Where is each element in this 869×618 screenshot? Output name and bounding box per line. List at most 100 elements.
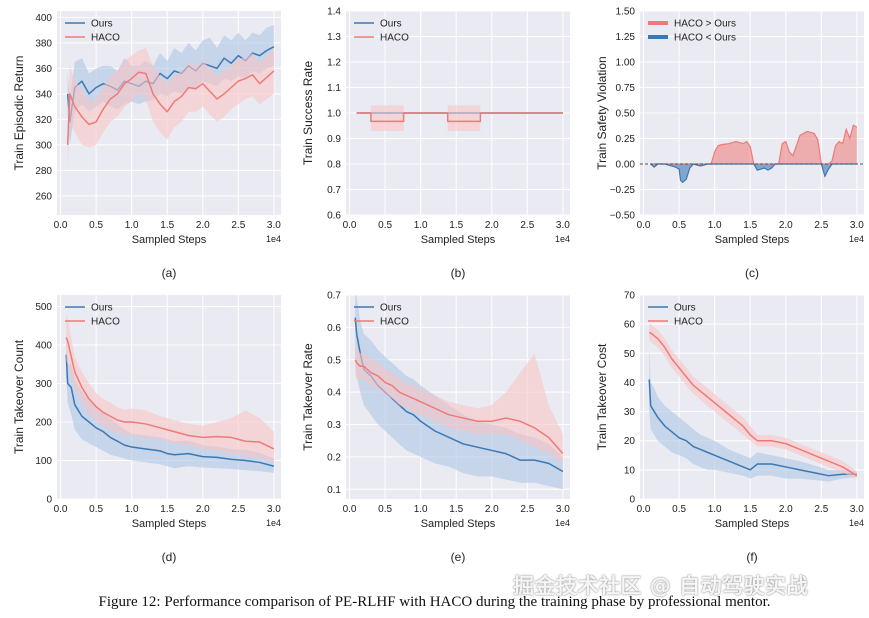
x-tick-label: 0.5: [672, 504, 686, 515]
y-tick-label: 380: [35, 38, 52, 49]
y-tick-label: 280: [35, 166, 52, 177]
x-tick-label: 2.0: [196, 220, 210, 231]
watermark: 掘金技术社区 @ 自动驾驶实战: [513, 574, 809, 598]
series-line-haco: [354, 359, 564, 455]
x-tick-label: 1.0: [125, 504, 139, 515]
x-tick-label: 3.0: [556, 504, 570, 515]
x-multiplier: 1e4: [266, 234, 281, 244]
y-tick-label: 0.00: [616, 160, 636, 171]
legend-entry: HACO < Ours: [674, 33, 736, 44]
panel-e: 0.0 0.5 1.0 1.5 2.0 2.5 3.0 0.1 0.2 0.3 0.4 0.5 0.6 0…: [301, 291, 570, 565]
legend-entry: HACO: [380, 317, 409, 328]
panel-label: (c): [745, 266, 759, 280]
y-tick-label: 340: [35, 89, 52, 100]
series-line-haco: [65, 337, 275, 450]
legend-b: Ours HACO: [354, 19, 409, 44]
x-tick-label: 2.5: [520, 220, 534, 231]
x-axis-label: Sampled Steps: [715, 234, 790, 246]
x-tick-label: 0.0: [54, 504, 68, 515]
y-tick-label: 200: [35, 418, 52, 429]
x-tick-label: 2.0: [485, 220, 499, 231]
panel-label: (e): [451, 550, 466, 564]
y-axis-label: Train Episodic Return: [12, 56, 26, 171]
x-tick-label: 0.5: [378, 220, 392, 231]
panel-c: 0.0 0.5 1.0 1.5 2.0 2.5 3.0 −0.50 −0.25 0.00 0.25 0…: [595, 7, 864, 281]
x-axis-label: Sampled Steps: [421, 234, 496, 246]
y-tick-label: 1.4: [327, 7, 341, 18]
band-haco: [649, 324, 857, 479]
y-tick-label: 1.0: [327, 109, 341, 120]
panel-a: 0.0 0.5 1.0 1.5 2.0 2.5 3.0 260 280 300 320 340 360 3…: [12, 11, 281, 280]
x-multiplier: 1e4: [849, 518, 864, 528]
x-tick-label: 2.0: [779, 220, 793, 231]
x-tick-label: 3.0: [850, 504, 864, 515]
y-tick-label: 1.00: [616, 58, 636, 69]
legend-entry: HACO > Ours: [674, 19, 736, 30]
plot-marks-f: [648, 324, 858, 482]
x-tick-label: 1.0: [414, 220, 428, 231]
y-tick-label: 300: [35, 379, 52, 390]
y-tick-label: 0.75: [616, 83, 636, 94]
plot-marks-a: [66, 25, 275, 171]
y-tick-label: 50: [624, 349, 636, 360]
x-tick-label: 2.5: [814, 504, 828, 515]
x-axis-label: Sampled Steps: [132, 234, 207, 246]
y-tick-label: 0.1: [327, 485, 341, 496]
panel-label: (f): [746, 550, 757, 564]
x-tick-label: 1.5: [449, 504, 463, 515]
x-multiplier: 1e4: [266, 518, 281, 528]
plot-marks-e: [354, 295, 564, 490]
x-tick-label: 1.5: [743, 220, 757, 231]
y-tick-label: 300: [35, 140, 52, 151]
band-haco: [67, 47, 274, 171]
y-tick-label: −0.50: [610, 211, 636, 222]
x-tick-label: 0.5: [89, 504, 103, 515]
x-tick-label: 2.5: [231, 504, 245, 515]
y-tick-label: 0.50: [616, 109, 636, 120]
plot-marks-b: [356, 105, 563, 131]
band-haco: [356, 105, 563, 131]
y-axis-label: Train Success Rate: [301, 61, 315, 166]
y-tick-label: 1.25: [616, 32, 636, 43]
panel-label: (a): [162, 266, 177, 280]
panel-label: (d): [162, 550, 177, 564]
y-tick-label: 0.5: [327, 355, 341, 366]
series-line-ours: [66, 46, 275, 123]
y-tick-label: 1.2: [327, 58, 341, 69]
y-tick-label: 0: [46, 495, 52, 506]
legend-entry: Ours: [91, 19, 113, 30]
x-tick-label: 0.0: [54, 220, 68, 231]
x-axis-label: Sampled Steps: [132, 518, 207, 530]
x-tick-label: 0.0: [637, 504, 651, 515]
x-tick-label: 0.0: [343, 504, 357, 515]
legend-entry: Ours: [380, 303, 402, 314]
x-tick-label: 1.0: [414, 504, 428, 515]
band-ours: [66, 333, 274, 473]
x-tick-label: 1.0: [708, 220, 722, 231]
y-tick-label: 40: [624, 378, 636, 389]
x-axis-label: Sampled Steps: [715, 518, 790, 530]
x-tick-label: 0.5: [672, 220, 686, 231]
area-haco-greater: [650, 125, 857, 164]
y-tick-label: 1.1: [327, 83, 341, 94]
x-tick-label: 0.5: [378, 504, 392, 515]
legend-c: HACO > Ours HACO < Ours: [648, 19, 736, 44]
x-axis-label: Sampled Steps: [421, 518, 496, 530]
y-tick-label: 20: [624, 436, 636, 447]
y-tick-label: 0.7: [327, 291, 341, 302]
panel-f: 0.0 0.5 1.0 1.5 2.0 2.5 3.0 0 10 20 30 40 50 60 70 1e4 S…: [595, 291, 864, 565]
y-tick-label: −0.25: [610, 185, 636, 196]
y-axis-label: Train Takeover Count: [12, 339, 26, 454]
y-tick-label: 0.4: [327, 388, 341, 399]
legend-entry: HACO: [91, 33, 120, 44]
band-haco: [66, 314, 274, 463]
legend-f: Ours HACO: [648, 303, 703, 328]
series-line-haco: [649, 332, 858, 477]
y-axis-label: Train Safety Violation: [595, 56, 609, 169]
y-tick-label: 360: [35, 64, 52, 75]
y-tick-label: 320: [35, 115, 52, 126]
y-tick-label: 10: [624, 465, 636, 476]
y-tick-label: 0: [629, 495, 635, 506]
series-line-haco: [66, 70, 275, 145]
